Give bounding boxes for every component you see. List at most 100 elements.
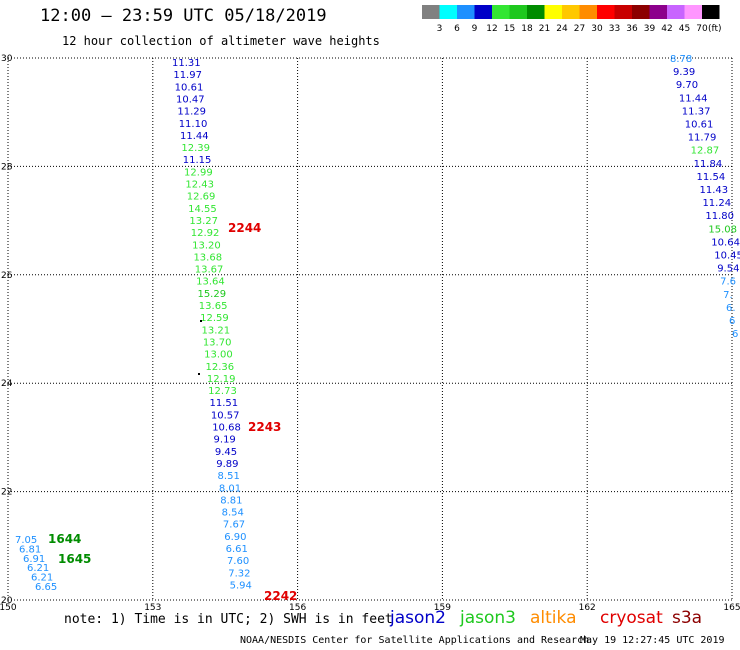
wave-height-value: 11.15 [183, 155, 212, 166]
lat-label: 30 [1, 54, 13, 64]
wave-height-value: 6.91 [23, 554, 45, 565]
lat-label: 20 [1, 596, 13, 606]
generated-timestamp: May 19 12:27:45 UTC 2019 [580, 635, 725, 646]
wave-height-value: 7.6 [720, 277, 736, 288]
wave-height-value: 12.19 [207, 374, 236, 385]
scale-swatch [702, 5, 720, 19]
scale-label: 33 [609, 24, 620, 34]
lon-label: 156 [289, 603, 306, 612]
wave-height-value: 11.44 [180, 131, 209, 142]
lon-label: 150 [0, 603, 17, 612]
wave-height-value: 12.36 [206, 362, 235, 373]
scale-label: 45 [679, 24, 690, 34]
scale-label: 12 [486, 24, 497, 34]
scale-label: 42 [661, 24, 672, 34]
wave-height-value: 13.64 [196, 277, 225, 288]
wave-height-value: 9.70 [676, 80, 698, 91]
chart-title: 12:00 – 23:59 UTC 05/18/2019 [40, 6, 327, 26]
wave-height-value: 6.81 [19, 544, 41, 555]
wave-height-value: 10.61 [175, 82, 204, 93]
wave-height-value: 12.69 [187, 192, 216, 203]
scale-swatch [667, 5, 685, 19]
color-scale-legend: 3 6 9 12 15 18 21 24 27 30 33 36 39 42 45 70 (ft) [422, 5, 722, 34]
lon-label: 162 [579, 603, 596, 612]
wave-height-value: 13.21 [201, 325, 230, 336]
wave-height-value: 6.61 [226, 544, 248, 555]
wave-height-value: 12.87 [691, 146, 720, 157]
wave-height-value: 12.92 [191, 228, 220, 239]
scale-unit: (ft) [708, 24, 722, 34]
wave-height-value: 11.80 [705, 211, 734, 222]
chart-subtitle: 12 hour collection of altimeter wave hei… [62, 34, 380, 48]
wave-height-value: 6 [732, 329, 738, 340]
scale-swatch [474, 5, 492, 19]
scale-swatch [649, 5, 667, 19]
obs-time-label: 1645 [58, 552, 91, 566]
scale-swatch [562, 5, 580, 19]
wave-height-value: 11.97 [173, 70, 202, 81]
credit-text: NOAA/NESDIS Center for Satellite Applica… [240, 635, 590, 646]
scale-swatch [579, 5, 597, 19]
scale-swatch [422, 5, 440, 19]
wave-height-value: 6. [726, 303, 736, 314]
scale-swatch [509, 5, 527, 19]
wave-height-value: 13.27 [189, 216, 218, 227]
scale-swatch [614, 5, 632, 19]
wave-height-value: 13.20 [192, 240, 221, 251]
scale-swatch [544, 5, 562, 19]
scale-swatch [457, 5, 475, 19]
wave-height-value: 11.24 [702, 198, 731, 209]
wave-height-value: 8.54 [222, 508, 244, 519]
scale-swatch [684, 5, 702, 19]
wave-height-value: 11.51 [210, 398, 239, 409]
scale-label: 3 [437, 24, 443, 34]
legend-cryosat: cryosat [600, 608, 663, 628]
wave-height-value: 13.65 [199, 301, 228, 312]
wave-height-value: 6 [729, 316, 735, 327]
wave-height-value: 9.45 [215, 447, 237, 458]
lon-label: 165 [723, 603, 740, 612]
legend-jason3: jason3 [460, 608, 516, 628]
lon-label: 159 [434, 603, 451, 612]
wave-height-value: 12.73 [208, 386, 237, 397]
wave-height-value: 8.51 [218, 471, 240, 482]
wave-height-value: 6.65 [35, 582, 57, 593]
wave-height-value: 13.00 [204, 350, 233, 361]
track-marker [198, 373, 200, 375]
wave-height-value: 10.47 [176, 94, 205, 105]
wave-height-value: 12.39 [181, 143, 210, 154]
legend-s3a: s3a [672, 608, 703, 628]
wave-height-value: 8.01 [219, 483, 241, 494]
scale-label: 70 [696, 24, 708, 34]
wave-height-value: 10.45 [714, 251, 740, 262]
wave-height-value: 9.54 [717, 264, 739, 275]
scale-label: 30 [591, 24, 603, 34]
wave-height-value: 14.55 [188, 204, 217, 215]
wave-height-value: 5.94 [230, 580, 252, 591]
scale-swatch [527, 5, 545, 19]
wave-height-value: 12.43 [185, 180, 214, 191]
track-marker [200, 320, 202, 322]
scale-swatch [632, 5, 650, 19]
lat-label: 24 [1, 379, 13, 389]
wave-height-value: 11.10 [179, 119, 208, 130]
wave-height-value: 13.67 [195, 265, 224, 276]
wave-height-value: 13.68 [193, 252, 222, 263]
wave-height-value: 7.05 [15, 535, 37, 546]
obs-time-label: 2243 [248, 420, 281, 434]
scale-label: 21 [539, 24, 550, 34]
wave-height-value: 9.19 [214, 435, 236, 446]
lat-label: 22 [1, 488, 12, 498]
wave-height-value: 8.78 [670, 54, 692, 65]
scale-label: 27 [574, 24, 585, 34]
scale-label: 36 [626, 24, 638, 34]
wave-height-value: 11.54 [697, 172, 726, 183]
wave-height-value: 11.29 [177, 107, 206, 118]
wave-height-value: 11.79 [688, 133, 717, 144]
legend-altika: altika [530, 608, 577, 628]
scale-label: 6 [454, 24, 460, 34]
wave-height-value: 6.21 [27, 563, 49, 574]
scale-swatch [439, 5, 457, 19]
lon-label: 153 [144, 603, 161, 612]
wave-height-value: 6.90 [224, 532, 246, 543]
